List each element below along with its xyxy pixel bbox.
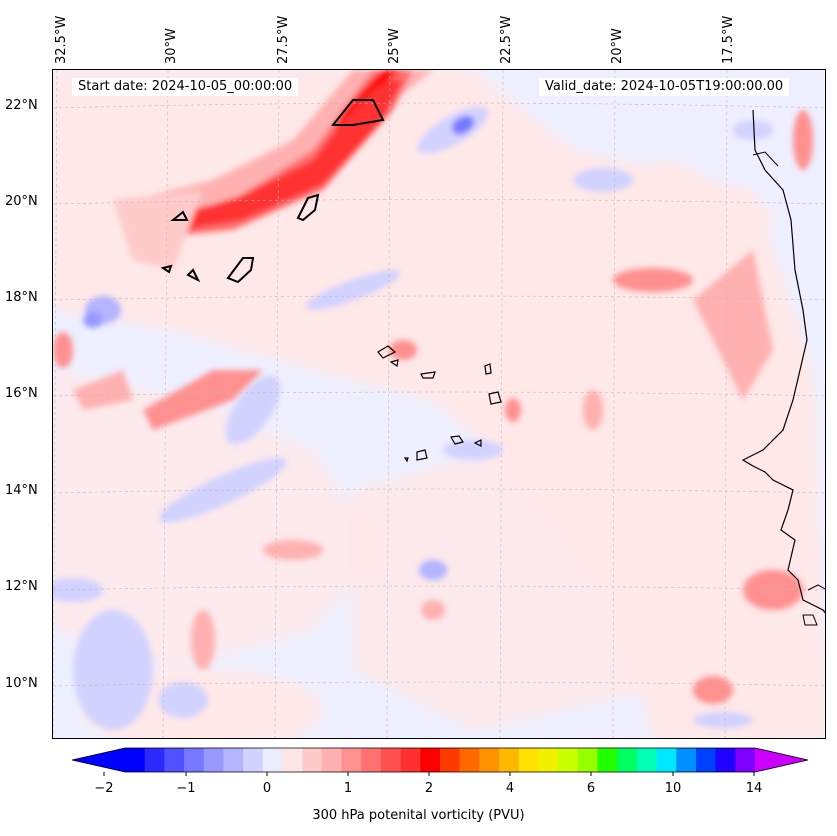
colorbar-segment [479,748,500,772]
lon-label: 20°W [610,28,625,64]
colorbar-segment [499,748,520,772]
colorbar-tick: 6 [586,781,596,796]
lon-label: 27.5°W [276,15,291,64]
colorbar-outline [71,747,809,773]
colorbar-tick: 14 [745,781,763,796]
colorbar-segment [676,748,697,772]
colorbar-segment [715,748,736,772]
lon-label: 32.5°W [54,15,69,64]
lat-label: 10°N [5,676,38,691]
map-panel [52,69,826,739]
colorbar-segment [518,748,539,772]
colorbar-segment [203,748,224,772]
colorbar-tick: 2 [424,781,434,796]
colorbar-segment [617,748,638,772]
pv-contour-map [53,70,825,738]
colorbar-segment [262,748,283,772]
colorbar-segment [302,748,323,772]
african-coastline [741,109,825,614]
colorbar-extend-low [72,748,125,772]
lon-label: 17.5°W [721,15,736,64]
colorbar-segment [125,748,146,772]
weak-positive-pv-areas [53,70,825,738]
colorbar-tick: 10 [664,781,682,796]
graticule [53,70,825,738]
colorbar-extend-high [755,748,808,772]
lat-label: 20°N [5,194,38,209]
pv-2-contours [160,99,385,284]
colorbar-segment [321,748,343,772]
colorbar-segment [184,748,205,772]
colorbar [71,747,809,776]
colorbar-tick: 1 [343,781,353,796]
lat-label: 12°N [5,579,38,594]
colorbar-segment [558,748,579,772]
colorbar-label: 300 hPa potenital vorticity (PVU) [312,808,525,823]
colorbar-segment [341,748,362,772]
colorbar-tick: −1 [176,781,196,796]
colorbar-segment [735,748,756,772]
colorbar-segment [144,748,165,772]
colorbar-segment [459,748,480,772]
valid-date-label: Valid_date: 2024-10-05T19:00:00.00 [539,78,790,96]
colorbar-segment [695,748,717,772]
colorbar-segment [577,748,598,772]
colorbar-segment [597,748,618,772]
lon-label: 30°W [164,28,179,64]
lat-label: 22°N [5,98,38,113]
colorbar-tick: −2 [94,781,114,796]
colorbar-segment [420,748,441,772]
colorbar-segment [243,748,264,772]
colorbar-segment [538,748,559,772]
colorbar-segment [223,748,244,772]
coast-detail-2 [807,584,825,591]
colorbar-segment [636,748,658,772]
colorbar-tick: 0 [262,781,272,796]
lon-label: 22.5°W [499,15,514,64]
lat-label: 14°N [5,483,38,498]
colorbar-segment [282,748,303,772]
cape-verde-islands [377,345,502,463]
lon-label: 25°W [387,28,402,64]
colorbar-segment [361,748,382,772]
colorbar-segment [400,748,421,772]
colorbar-segment [440,748,461,772]
colorbar-segment [380,748,402,772]
colorbar-segment [656,748,677,772]
start-date-label: Start date: 2024-10-05_00:00:00 [72,78,299,96]
negative-pv-patches [53,106,773,730]
coast-detail [752,151,779,167]
colorbar-segment [164,748,185,772]
colorbar-tick: 4 [505,781,515,796]
bijagos-islands [802,614,818,626]
lat-label: 16°N [5,386,38,401]
lat-label: 18°N [5,290,38,305]
